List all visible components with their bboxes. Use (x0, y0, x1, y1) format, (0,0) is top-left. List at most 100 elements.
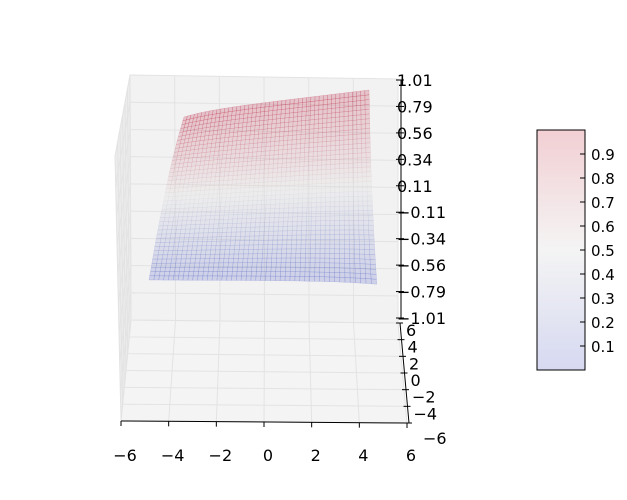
surface-cell (266, 128, 272, 134)
surface-cell (231, 110, 237, 116)
surface-cell (265, 208, 271, 214)
surface-cell (164, 241, 170, 247)
surface-cell (231, 227, 237, 233)
surface-cell (182, 241, 189, 247)
surface-cell (264, 221, 270, 228)
surface-cell (344, 248, 350, 255)
surface-cell (202, 168, 209, 174)
surface-cell (167, 175, 174, 181)
surface-cell (361, 147, 367, 154)
surface-cell (259, 115, 265, 122)
surface-cell (188, 237, 194, 243)
surface-cell (247, 249, 254, 255)
surface-cell (171, 175, 178, 181)
surface-cell (297, 116, 303, 122)
surface-cell (214, 210, 221, 216)
surface-cell (170, 233, 176, 239)
surface-cell (329, 229, 335, 235)
surface-cell (286, 148, 292, 155)
surface-cell (291, 139, 297, 145)
surface-cell (228, 170, 234, 177)
surface-cell (255, 160, 261, 166)
surface-cell (197, 202, 204, 208)
surface-cell (287, 139, 293, 146)
surface-cell (274, 140, 280, 147)
surface-cell (259, 226, 265, 232)
surface-cell (197, 275, 204, 281)
surface-cell (301, 110, 307, 117)
surface-cell (265, 146, 271, 152)
surface-cell (339, 153, 345, 160)
surface-cell (334, 163, 340, 170)
surface-cell (334, 140, 340, 146)
surface-cell (223, 253, 230, 259)
surface-cell (293, 184, 300, 190)
surface-cell (222, 149, 228, 156)
surface-cell (202, 172, 208, 178)
surface-cell (302, 197, 308, 204)
surface-cell (207, 138, 213, 145)
surface-cell (238, 196, 245, 202)
surface-cell (185, 129, 192, 136)
surface-cell (218, 146, 224, 152)
surface-cell (339, 267, 346, 273)
surface-cell (370, 273, 377, 280)
surface-cell (255, 208, 262, 214)
surface-cell (255, 217, 261, 223)
surface-cell (320, 201, 326, 208)
surface-cell (310, 100, 316, 107)
surface-cell (213, 155, 219, 161)
surface-cell (231, 140, 238, 146)
surface-cell (339, 196, 345, 202)
surface-cell (352, 167, 358, 173)
surface-cell (309, 271, 316, 277)
surface-cell (283, 212, 289, 218)
surface-cell (182, 216, 188, 222)
surface-cell (195, 160, 201, 167)
surface-cell (363, 215, 369, 221)
surface-cell (240, 222, 247, 228)
surface-cell (176, 155, 182, 161)
surface-cell (185, 149, 191, 156)
surface-cell (352, 153, 358, 159)
surface-cell (252, 147, 258, 153)
surface-cell (290, 171, 296, 177)
surface-cell (189, 228, 196, 234)
surface-cell (289, 175, 295, 182)
surface-cell (329, 262, 335, 268)
surface-cell (330, 173, 336, 179)
surface-cell (203, 160, 210, 166)
surface-cell (299, 161, 305, 167)
surface-cell (276, 109, 282, 115)
surface-cell (194, 144, 200, 150)
surface-cell (339, 187, 345, 193)
surface-cell (352, 148, 358, 154)
surface-cell (187, 275, 194, 281)
surface-cell (286, 153, 292, 159)
surface-cell (247, 112, 253, 119)
surface-cell (364, 104, 370, 110)
surface-cell (326, 136, 332, 142)
surface-cell (232, 258, 239, 264)
surface-cell (213, 121, 220, 127)
surface-cell (291, 148, 297, 154)
surface-cell (344, 262, 351, 269)
surface-cell (300, 138, 306, 144)
surface-cell (324, 262, 330, 268)
surface-cell (246, 117, 252, 123)
surface-cell (348, 153, 354, 159)
surface-cell (266, 257, 272, 263)
surface-cell (299, 165, 305, 172)
x-tick-label: 6 (406, 446, 416, 465)
surface-cell (203, 228, 210, 234)
surface-cell (344, 239, 350, 245)
surface-cell (353, 224, 360, 231)
surface-cell (366, 166, 372, 173)
surface-cell (281, 158, 288, 164)
surface-cell (293, 111, 299, 118)
surface-cell (284, 198, 290, 204)
surface-cell (343, 196, 350, 202)
surface-cell (271, 185, 277, 192)
surface-cell (326, 126, 332, 133)
surface-cell (248, 187, 255, 193)
